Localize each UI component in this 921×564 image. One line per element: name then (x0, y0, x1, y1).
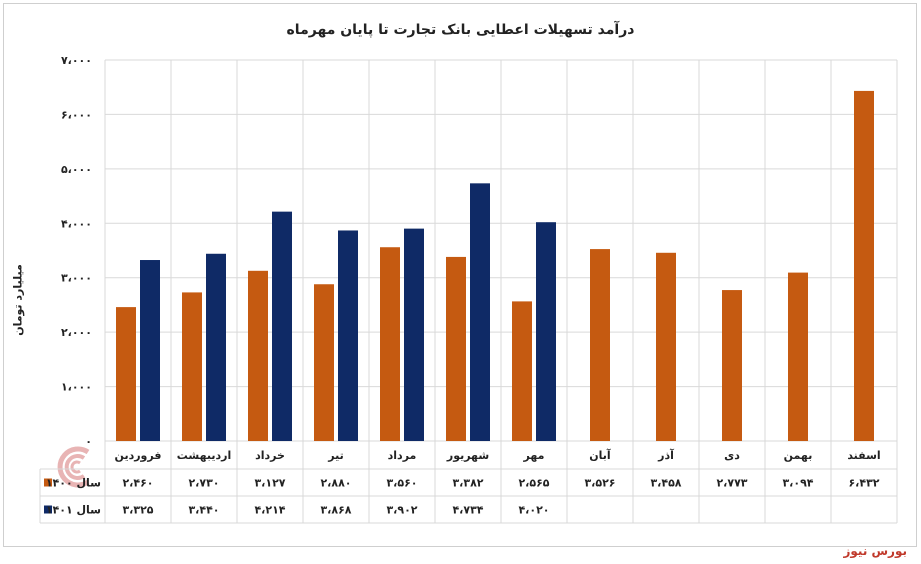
x-tick-label: فروردین (115, 449, 162, 462)
x-tick-label: تیر (327, 449, 343, 462)
bar-1400 (182, 292, 202, 441)
x-tick-label: خرداد (255, 449, 285, 462)
bar-1400 (446, 256, 466, 441)
bar-1400 (722, 290, 742, 441)
legend-swatch-1401 (44, 505, 52, 514)
data-label: ۳،۳۲۵ (122, 504, 153, 517)
data-label: ۳،۳۸۲ (452, 477, 483, 490)
x-tick-label: آذر (657, 448, 674, 462)
bar-1400 (656, 252, 676, 441)
data-label: ۳،۴۴۰ (188, 504, 219, 517)
logo-watermark (57, 446, 90, 488)
data-label: ۲،۴۶۰ (122, 477, 153, 490)
bar-1400 (788, 272, 808, 441)
x-tick-label: اسفند (847, 449, 880, 462)
data-label: ۲،۷۷۳ (716, 477, 747, 490)
x-tick-label: آبان (589, 448, 611, 462)
bar-1400 (380, 247, 400, 441)
y-tick-label: ۶،۰۰۰ (61, 108, 92, 121)
bar-1400 (248, 270, 268, 441)
data-label: ۳،۹۰۲ (386, 504, 417, 517)
data-label: ۳،۰۹۴ (782, 477, 813, 490)
data-label: ۳،۸۶۸ (320, 504, 351, 517)
x-tick-label: اردیبهشت (177, 449, 231, 462)
bar-1400 (512, 301, 532, 441)
data-label: ۲،۷۳۰ (188, 477, 219, 490)
chart-title: درآمد تسهیلات اعطایی بانک تجارت تا پایان… (286, 22, 635, 38)
x-tick-label: بهمن (784, 449, 813, 462)
data-label: ۳،۴۵۸ (650, 477, 681, 490)
legend-label: سال ۱۴۰۰ (46, 477, 101, 490)
bar-1401 (140, 260, 160, 441)
y-tick-label: ۱،۰۰۰ (61, 381, 92, 394)
x-tick-label: شهریور (446, 449, 489, 462)
bar-1400 (854, 90, 874, 441)
y-tick-label: ۰ (85, 435, 92, 448)
bar-1400 (314, 284, 334, 441)
y-tick-label: ۴،۰۰۰ (61, 217, 92, 230)
y-tick-label: ۵،۰۰۰ (61, 163, 92, 176)
y-tick-label: ۷،۰۰۰ (61, 54, 92, 67)
data-label: ۶،۴۳۲ (848, 477, 879, 490)
bar-1400 (590, 249, 610, 441)
x-tick-label: مرداد (388, 449, 417, 462)
data-label: ۴،۷۳۴ (452, 504, 483, 517)
data-label: ۴،۰۲۰ (518, 504, 549, 517)
bar-1401 (470, 183, 490, 441)
data-label: ۲،۵۶۵ (518, 477, 549, 490)
bar-1401 (536, 222, 556, 441)
legend-label: سال ۱۴۰۱ (46, 504, 101, 517)
bar-1400 (116, 307, 136, 441)
data-label: ۳،۱۲۷ (254, 477, 285, 490)
legend-swatch-1400 (44, 478, 52, 487)
x-tick-label: مهر (523, 449, 545, 462)
data-label: ۴،۲۱۴ (254, 504, 285, 517)
x-tick-label: دی (724, 449, 740, 462)
bar-1401 (404, 228, 424, 441)
bar-1401 (338, 230, 358, 441)
y-tick-label: ۲،۰۰۰ (61, 326, 92, 339)
bar-1401 (206, 253, 226, 441)
data-label: ۲،۸۸۰ (320, 477, 351, 490)
data-label: ۳،۵۶۰ (386, 477, 417, 490)
bar-1401 (272, 211, 292, 441)
y-tick-label: ۳،۰۰۰ (61, 272, 92, 285)
data-label: ۳،۵۲۶ (584, 477, 615, 490)
source-label: بورس نیوز (843, 544, 907, 558)
